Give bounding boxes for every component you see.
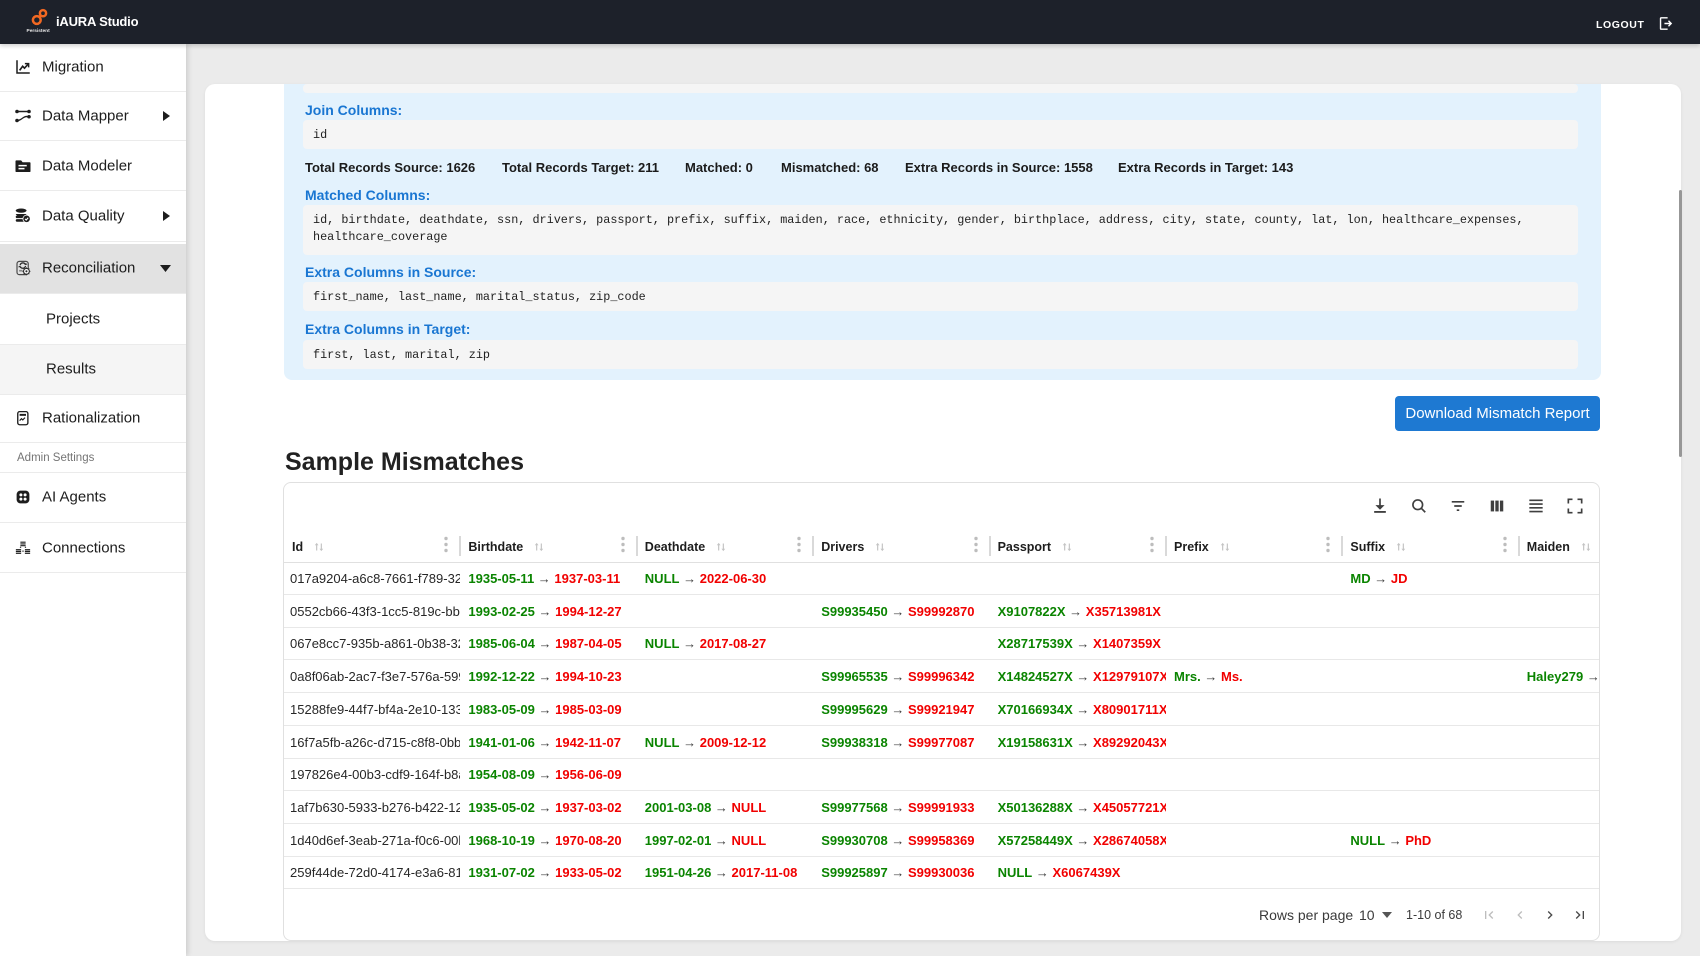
svg-text:Persistent: Persistent — [27, 28, 51, 34]
